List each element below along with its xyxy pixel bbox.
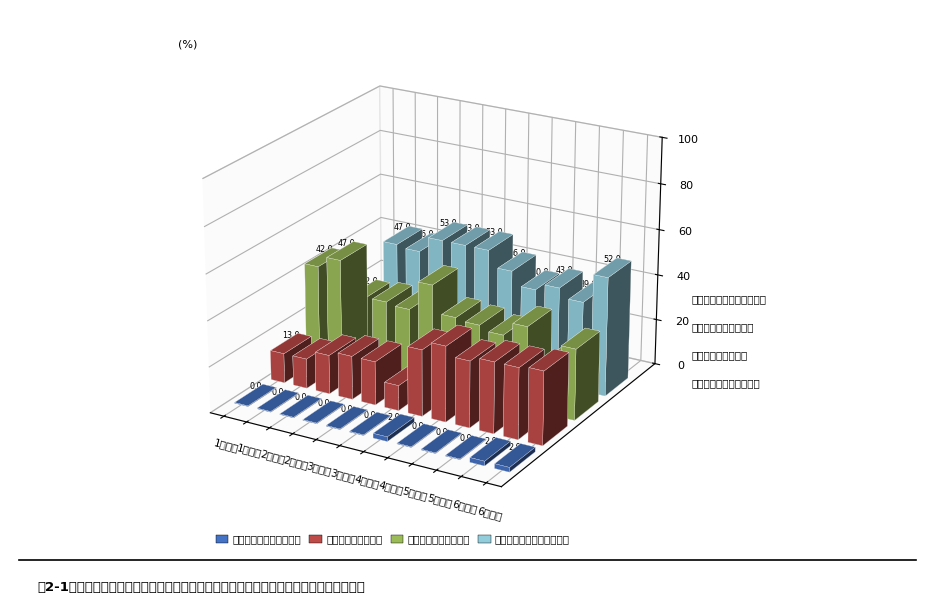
Text: (%): (%) [179, 40, 197, 50]
Legend: 家庭教師に教わっている, 学習塾に通っている, 通信教育をうけている, これらのことはしていない: 家庭教師に教わっている, 学習塾に通っている, 通信教育をうけている, これらの… [211, 531, 574, 548]
Text: これらのことはしていない: これらのことはしていない [692, 294, 767, 304]
Text: 図2-1．家庭における学習の状況（家庭教師・学習塾・通信教育の利用）　（複数回答）: 図2-1．家庭における学習の状況（家庭教師・学習塾・通信教育の利用） （複数回答… [37, 581, 366, 594]
Text: 学習塾に通っている: 学習塾に通っている [692, 350, 748, 360]
Text: 家庭教師に教わっている: 家庭教師に教わっている [692, 378, 761, 388]
Text: 通信教育をうけている: 通信教育をうけている [692, 322, 755, 332]
